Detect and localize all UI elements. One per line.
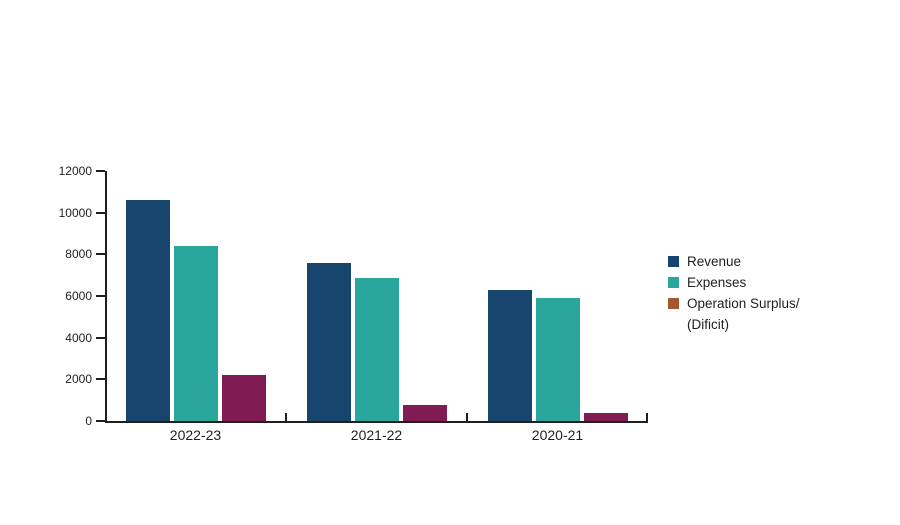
y-axis-line — [105, 171, 107, 423]
legend-label: Revenue — [687, 251, 741, 272]
y-tick-8000 — [96, 253, 105, 256]
y-tick-10000 — [96, 211, 105, 214]
legend-swatch-icon — [668, 277, 679, 288]
x-boundary-tick — [646, 413, 648, 421]
bar-revenue-2022-23 — [126, 200, 170, 421]
legend-swatch-icon — [668, 298, 679, 309]
legend-label-line: Revenue — [687, 254, 742, 269]
x-axis-line — [105, 421, 648, 423]
x-axis-labels: 2022-23 2021-22 2020-21 — [105, 427, 648, 443]
legend-item-expenses: Expenses — [668, 272, 800, 293]
x-boundary-tick — [285, 413, 287, 421]
bar-operation-surplus-dificit-2022-23 — [222, 375, 266, 421]
legend-swatch-icon — [668, 256, 679, 267]
y-tick-label: 8000 — [65, 247, 92, 262]
y-tick-0 — [96, 420, 105, 422]
bar-expenses-2021-22 — [355, 278, 399, 421]
x-axis-label-2020-21: 2020-21 — [531, 427, 584, 443]
legend-label-line: (Dificit) — [687, 317, 729, 332]
legend-item-operation-surplus-dificit: Operation Surplus/ (Dificit) — [668, 293, 800, 335]
bar-operation-surplus-dificit-2020-21 — [584, 412, 628, 421]
y-tick-12000 — [96, 170, 105, 172]
bar-revenue-2020-21 — [488, 289, 532, 421]
bar-expenses-2022-23 — [174, 246, 218, 421]
legend-label-line: Expenses — [687, 275, 747, 290]
legend-label: Expenses — [687, 272, 746, 293]
y-tick-label: 2000 — [65, 372, 92, 387]
bar-expenses-2020-21 — [536, 298, 580, 421]
y-tick-label: 12000 — [58, 164, 92, 178]
y-tick-label: 0 — [85, 414, 92, 428]
x-boundary-tick — [466, 413, 468, 421]
legend: Revenue Expenses Operation Surplus/ (Difici… — [668, 251, 800, 335]
y-tick-label: 6000 — [65, 289, 92, 303]
y-tick-6000 — [96, 295, 105, 297]
plot-area: 0 2000 4000 6000 8000 10000 12000 2022-23 2021-… — [59, 164, 648, 443]
x-axis-label-2021-22: 2021-22 — [350, 427, 403, 443]
y-tick-label: 4000 — [65, 330, 92, 345]
legend-label: Operation Surplus/ (Dificit) — [687, 293, 800, 335]
y-tick-label: 10000 — [58, 205, 92, 220]
x-axis-label-2022-23: 2022-23 — [169, 427, 222, 443]
legend-item-revenue: Revenue — [668, 251, 800, 272]
bar-revenue-2021-22 — [307, 262, 351, 421]
y-tick-2000 — [96, 378, 105, 381]
bar-operation-surplus-dificit-2021-22 — [403, 405, 447, 421]
legend-label-line: Operation Surplus/ — [687, 296, 800, 311]
y-tick-4000 — [96, 336, 105, 339]
